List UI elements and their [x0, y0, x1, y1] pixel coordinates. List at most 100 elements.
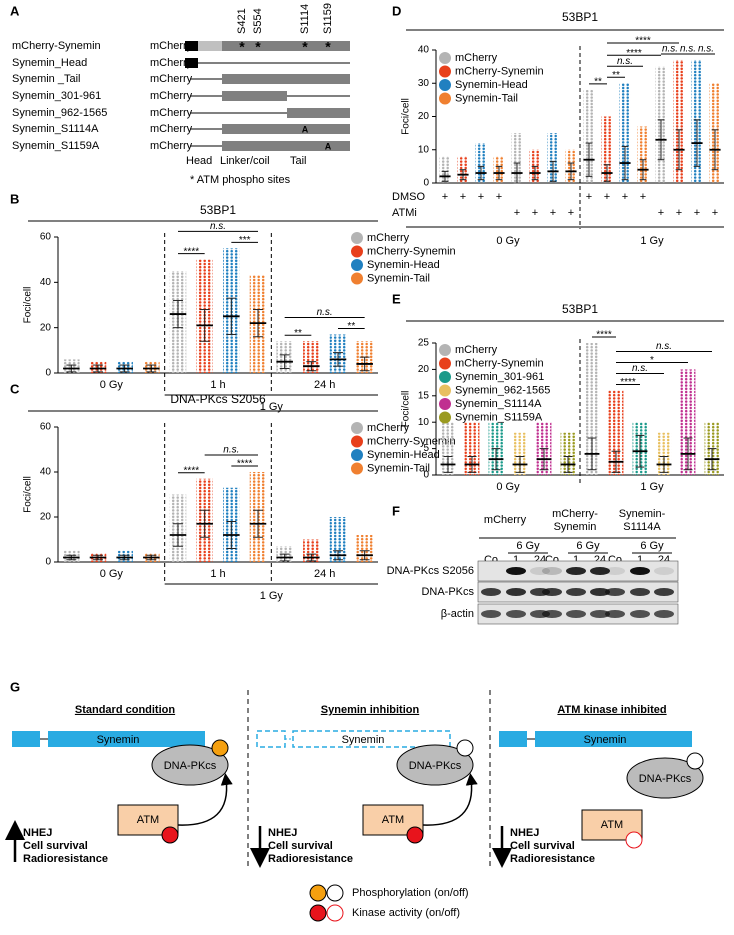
outcome: Radioresistance [510, 853, 595, 865]
legend-label: Synemin-Head [367, 449, 440, 461]
kinase-state [161, 826, 179, 844]
legend-swatch [439, 411, 451, 424]
legend-circle [326, 884, 344, 902]
dot-cloud [637, 126, 649, 183]
group-label: 1 Gy [260, 401, 284, 413]
legend-label: mCherry [367, 232, 410, 244]
atm-label: ATM [137, 814, 159, 826]
y-tick-label: 40 [40, 277, 52, 288]
dna-pkcs-label: DNA-PKcs [639, 773, 692, 785]
x-tick-label: 1 h [210, 568, 225, 580]
legend-swatch [439, 344, 451, 356]
dot-cloud [464, 422, 480, 475]
y-tick-label: 20 [418, 111, 430, 122]
construct-name: Synemin _Tail [12, 73, 80, 85]
dot-cloud [303, 539, 320, 562]
blot-band [590, 610, 610, 618]
phospho-state [211, 739, 229, 757]
dna-pkcs-label: DNA-PKcs [164, 760, 217, 772]
legend-swatch [351, 232, 363, 244]
phospho-state [456, 739, 474, 757]
treatment-sign: + [442, 191, 448, 203]
vector-label: mCherry [150, 40, 193, 52]
y-axis-label: Foci/cell [401, 98, 412, 135]
treatment-sign: + [586, 191, 592, 203]
blot-header: mCherry [484, 514, 527, 526]
panel-label: E [392, 291, 401, 306]
blot-band [566, 610, 586, 618]
blot-band [566, 567, 586, 575]
blot-row-label: β-actin [441, 608, 474, 620]
dot-cloud [583, 89, 595, 183]
outcome: NHEJ [510, 827, 539, 839]
significance-label: **** [596, 330, 612, 341]
dna-pkcs [151, 744, 229, 786]
dose-label: 6 Gy [516, 540, 540, 552]
legend-swatch [351, 462, 363, 475]
y-tick-label: 10 [418, 144, 430, 155]
significance-label: n.s. [223, 445, 239, 456]
synemin-tail [48, 731, 205, 747]
significance-label: ** [347, 321, 355, 332]
blot-band [566, 588, 586, 596]
legend-label: Synemin-Head [455, 79, 528, 91]
site-label: S421 [236, 8, 248, 34]
legend-circle [309, 904, 327, 922]
dot-cloud [475, 143, 487, 183]
construct-name: mCherry-Synemin [12, 40, 101, 52]
treatment-label: ATMi [392, 207, 417, 219]
dose-label: 6 Gy [576, 540, 600, 552]
treatment-sign: + [622, 191, 628, 203]
blot-band [654, 610, 674, 618]
significance-label: **** [184, 465, 200, 476]
synemin-head [256, 730, 286, 748]
vector-label: mCherry [150, 73, 193, 85]
blot-header: mCherry- [552, 508, 598, 520]
legend-label: Synemin-Tail [455, 92, 518, 104]
group-label: 1 Gy [260, 590, 284, 602]
x-tick-label: 24 h [314, 379, 335, 391]
y-tick-label: 30 [418, 78, 430, 89]
dna-pkcs [626, 757, 704, 799]
blot-band [590, 567, 610, 575]
treatment-sign: + [640, 191, 646, 203]
domain-block [185, 41, 198, 51]
y-tick-label: 60 [40, 232, 52, 243]
x-tick-label: 0 Gy [100, 568, 124, 580]
significance-label: **** [626, 48, 642, 59]
domain-label: Linker/coil [220, 155, 270, 167]
site-star: * [325, 39, 331, 55]
blot-band [630, 610, 650, 618]
blot-band [481, 588, 501, 596]
y-tick-label: 20 [40, 512, 52, 523]
treatment-sign: + [694, 207, 700, 219]
y-tick-label: 25 [418, 338, 430, 349]
outcome: Cell survival [268, 840, 333, 852]
treatment-sign: + [550, 207, 556, 219]
treatment-sign: + [514, 207, 520, 219]
blot-band [605, 610, 625, 618]
domain-block [185, 58, 198, 68]
construct-name: Synemin_S1159A [12, 140, 100, 152]
x-tick-label: 1 Gy [640, 481, 664, 493]
lane-label: 1 [573, 554, 579, 566]
kinase-state [625, 831, 643, 849]
panel-label: B [10, 191, 19, 206]
legend-swatch [439, 384, 451, 397]
blot-band [542, 588, 562, 596]
legend-swatch [439, 52, 451, 64]
site-star: * [302, 39, 308, 55]
y-tick-label: 5 [423, 443, 429, 454]
legend-label: Synemin-Tail [367, 272, 430, 284]
treatment-sign: + [568, 207, 574, 219]
y-tick-label: 15 [418, 390, 430, 401]
dot-cloud [511, 133, 523, 183]
legend-swatch [439, 398, 451, 410]
activation-arrow [177, 773, 233, 826]
y-tick-label: 20 [418, 364, 430, 375]
legend-label: mCherry-Synemin [455, 65, 544, 77]
blot-row-label: DNA-PKcs S2056 [387, 565, 474, 577]
significance-label: ** [294, 328, 302, 339]
construct-name: Synemin_Head [12, 57, 87, 69]
y-tick-label: 0 [45, 368, 51, 379]
